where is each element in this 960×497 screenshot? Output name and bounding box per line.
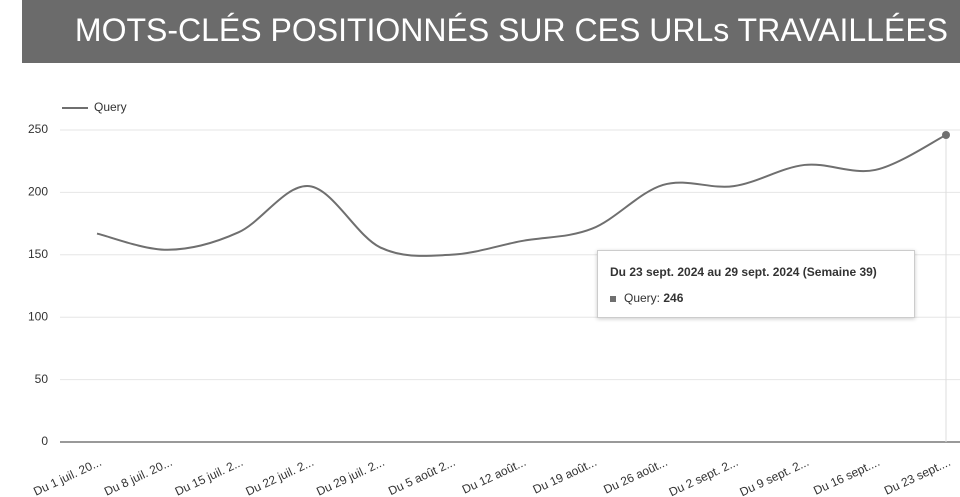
x-tick-label: Du 2 sept. 2...: [667, 455, 741, 497]
x-tick-label: Du 19 août...: [531, 455, 599, 497]
tooltip-title: Du 23 sept. 2024 au 29 sept. 2024 (Semai…: [610, 265, 877, 279]
x-tick-label: Du 22 juil. 2...: [243, 455, 315, 497]
tooltip: Du 23 sept. 2024 au 29 sept. 2024 (Semai…: [597, 250, 915, 318]
y-tick-label: 100: [28, 309, 48, 323]
tooltip-label: Query:: [624, 291, 661, 305]
hover-point: [942, 130, 950, 139]
x-tick-label: Du 26 août...: [601, 455, 669, 497]
tooltip-row: Query: 246: [610, 291, 683, 305]
y-tick-label: 250: [28, 122, 48, 136]
tooltip-value: 246: [663, 291, 684, 305]
x-tick-label: Du 8 juil. 20...: [102, 455, 174, 497]
legend-label: Query: [94, 100, 127, 114]
x-tick-label: Du 16 sept....: [811, 455, 882, 497]
series-line: [96, 134, 947, 257]
header: MOTS-CLÉS POSITIONNÉS SUR CES URLs TRAVA…: [22, 0, 960, 63]
x-tick-label: Du 5 août 2...: [386, 455, 457, 497]
x-tick-label: Du 15 juil. 2...: [173, 455, 245, 497]
y-tick-label: 0: [41, 434, 48, 448]
y-tick-label: 50: [35, 372, 49, 386]
y-tick-label: 200: [28, 185, 48, 199]
x-tick-label: Du 23 sept....: [882, 455, 953, 497]
y-tick-label: 150: [28, 247, 48, 261]
header-title: MOTS-CLÉS POSITIONNÉS SUR CES URLs TRAVA…: [74, 12, 948, 48]
x-tick-label: Du 12 août...: [460, 455, 528, 497]
x-tick-label: Du 1 juil. 20...: [31, 455, 103, 497]
x-tick-label: Du 29 juil. 2...: [314, 455, 386, 497]
tooltip-swatch: [610, 295, 616, 302]
x-tick-label: Du 9 sept. 2...: [737, 455, 811, 497]
